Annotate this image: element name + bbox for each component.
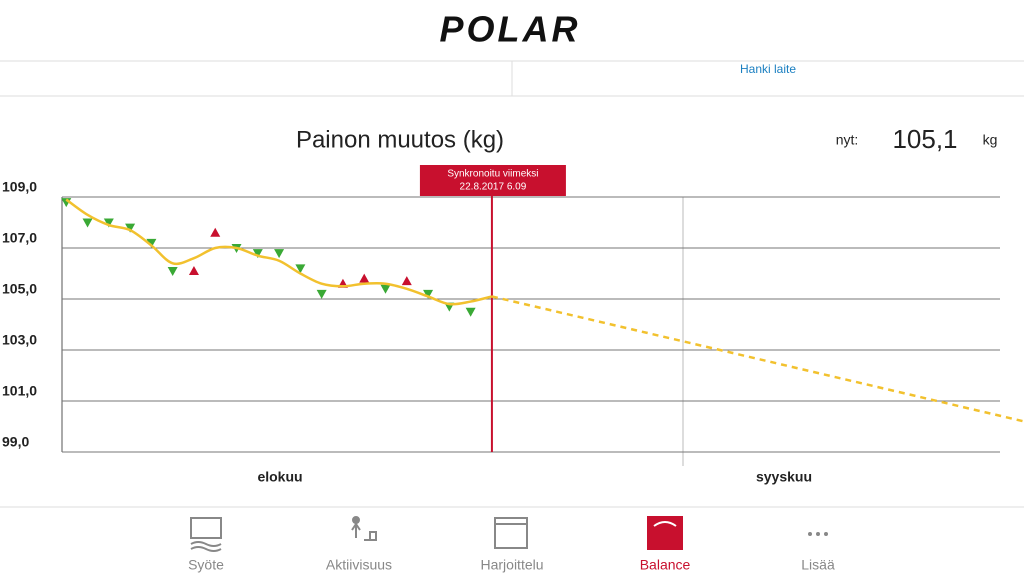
sync-label: 22.8.2017 6.09 [460, 182, 527, 193]
measurement [316, 289, 327, 299]
y-tick-label: 103,0 [2, 332, 37, 348]
month-label: syyskuu [756, 469, 812, 485]
measurement [380, 284, 391, 294]
y-tick-label: 101,0 [2, 383, 37, 399]
nav-item[interactable]: Balance [640, 557, 691, 573]
measurement [359, 273, 370, 283]
icon [816, 532, 820, 536]
icon [653, 521, 677, 527]
measurement [167, 266, 178, 276]
current-label: nyt: [836, 132, 859, 148]
current-value: 105,1 [892, 124, 957, 154]
nav: Syöte Aktiivisuus Harjoittelu Balance Lisää [188, 557, 835, 573]
y-tick-label: 107,0 [2, 230, 37, 246]
y-tick-label: 105,0 [2, 281, 37, 297]
sync-label: Synkronoitu viimeksi [447, 169, 538, 180]
icon [190, 517, 222, 539]
y-tick-label: 99,0 [2, 434, 29, 450]
measurement [295, 264, 306, 274]
measurement [188, 265, 199, 275]
measurement [103, 218, 114, 228]
nav-item[interactable]: Harjoittelu [480, 557, 543, 573]
chart-title: Painon muutos (kg) [296, 126, 504, 153]
sync-box [419, 165, 566, 196]
logo: POLAR [440, 9, 581, 50]
plot: 109,0 107,0 105,0 103,0 101,0 99,0 Synkronoitu… [2, 165, 1024, 453]
nav-icons [190, 516, 828, 552]
measurement [82, 218, 93, 228]
unit: kg [983, 132, 998, 148]
icon [494, 517, 528, 549]
icon [351, 522, 377, 541]
measurement [401, 276, 412, 286]
icon [352, 516, 360, 524]
measurement [274, 249, 285, 259]
measurement [465, 307, 476, 317]
month-label: elokuu [257, 469, 302, 485]
icon [824, 532, 828, 536]
nav-item[interactable]: Syöte [188, 557, 224, 573]
measurement [210, 227, 221, 237]
measurement [252, 249, 263, 259]
nav-item[interactable]: Aktiivisuus [326, 557, 392, 573]
icon [808, 532, 812, 536]
measurement [423, 289, 434, 299]
icon [190, 541, 222, 552]
measurement [146, 238, 157, 248]
measurement [125, 223, 136, 233]
nav-item[interactable]: Lisää [801, 557, 835, 573]
trend-line [65, 198, 493, 306]
y-tick-label: 109,0 [2, 179, 37, 195]
forecast-line [491, 295, 1024, 423]
link[interactable]: Hanki laite [740, 62, 796, 76]
